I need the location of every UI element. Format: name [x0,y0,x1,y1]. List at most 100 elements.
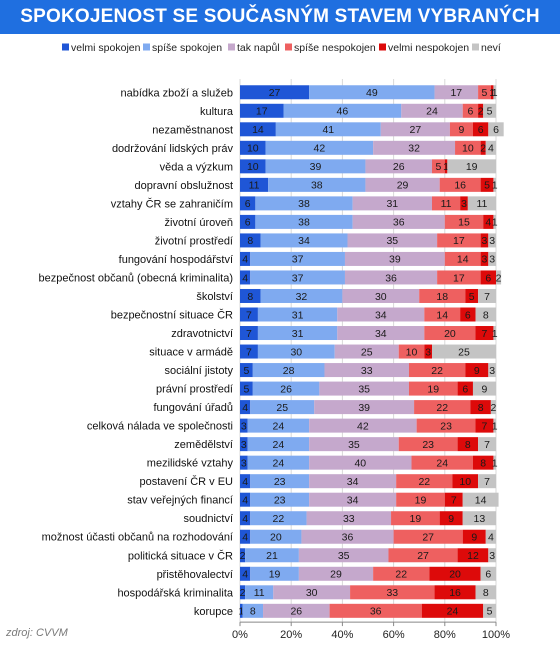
data-label: 3 [489,365,495,377]
data-label: 35 [358,383,370,395]
bar-segment [396,492,445,507]
data-label: 4 [242,272,248,284]
tick-label: 0% [232,629,248,641]
bar-segment [493,455,496,470]
data-label: 26 [393,161,405,173]
bar-segment [493,418,496,433]
bar-segment [240,288,261,303]
data-label: 24 [273,439,285,451]
category-label: právní prostředí [156,384,233,396]
data-label: 34 [375,328,387,340]
data-label: 5 [482,87,488,99]
data-label: 41 [322,124,334,136]
data-label: 4 [242,532,248,544]
bar-segment [465,363,489,378]
data-label: 7 [484,291,490,303]
data-label: 4 [242,513,248,525]
data-label: 6 [485,569,491,581]
bar-segment [240,363,253,378]
data-label: 11 [476,198,487,210]
bar-segment [480,233,489,248]
category-label: soudnictví [183,513,233,525]
bar-segment [247,437,310,452]
bar-segment [309,492,397,507]
data-label: 22 [436,402,448,414]
category-label: fungování hospodářství [119,254,233,266]
data-label: 19 [466,161,478,173]
bar-segment [373,140,456,155]
data-label: 34 [298,235,310,247]
data-label: 7 [246,346,252,358]
data-label: 21 [266,550,278,562]
bar-segment [444,159,448,174]
data-label: 14 [436,309,448,321]
data-label: 27 [410,124,422,136]
data-label: 7 [484,476,490,488]
bar-segment [493,326,496,341]
bar-segment [437,233,481,248]
bar-segment [483,214,494,229]
bar-segment [478,103,484,118]
bar-segment [263,603,330,618]
data-label: 7 [246,309,252,321]
bar-segment [275,122,381,137]
data-label: 2 [478,106,484,118]
bar-segment [493,177,496,192]
tick-label: 60% [383,629,405,641]
data-label: 29 [397,180,409,192]
bar-segment [260,233,348,248]
bar-segment [480,270,496,285]
legend-label: velmi nespokojen [388,42,469,54]
category-label: nabídka zboží a služeb [120,87,233,99]
data-label: 36 [342,532,354,544]
bar-segment [444,251,481,266]
category-label: zemědělství [174,439,233,451]
bar-segment [365,177,440,192]
bar-segment [240,381,253,396]
category-label: bezpečnostní situace ČR [111,309,233,322]
bar-segment [462,529,486,544]
data-label: 12 [467,550,479,562]
data-label: 3 [461,198,467,210]
tick-label: 40% [331,629,353,641]
bar-segment [247,455,310,470]
data-label: 8 [250,606,256,618]
bar-segment [240,122,276,137]
bar-segment [472,381,496,396]
data-label: 14 [457,254,469,266]
bar-segment [309,85,435,100]
bar-segment [240,270,251,285]
data-label: 4 [488,532,494,544]
bar-segment [472,455,494,470]
data-label: 7 [246,328,252,340]
bar-segment [478,474,496,489]
legend-label: neví [481,42,501,54]
bar-segment [373,566,430,581]
bar-segment [434,85,479,100]
category-label: životní úroveň [165,217,233,229]
bar-segment [480,177,494,192]
bar-segment [478,288,496,303]
data-label: 1 [492,217,498,229]
bar-segment [455,140,481,155]
data-label: 6 [478,124,484,136]
data-label: 9 [482,383,488,395]
data-label: 1 [492,87,498,99]
bar-segment [240,233,261,248]
bar-segment [240,326,258,341]
tick-label: 20% [280,629,302,641]
bar-segment [462,511,496,526]
data-label: 36 [385,272,397,284]
bar-segment [447,159,496,174]
bar-segment [493,85,496,100]
data-label: 4 [242,495,248,507]
data-label: 4 [242,569,248,581]
bar-segment [240,511,251,526]
category-label: bezpečnost občanů (obecná kriminalita) [39,272,233,284]
bar-segment [319,381,409,396]
bar-segment [240,418,248,433]
legend-swatch [143,43,150,51]
data-label: 2 [480,143,486,155]
tick-label: 100% [482,629,510,641]
data-label: 8 [483,309,489,321]
